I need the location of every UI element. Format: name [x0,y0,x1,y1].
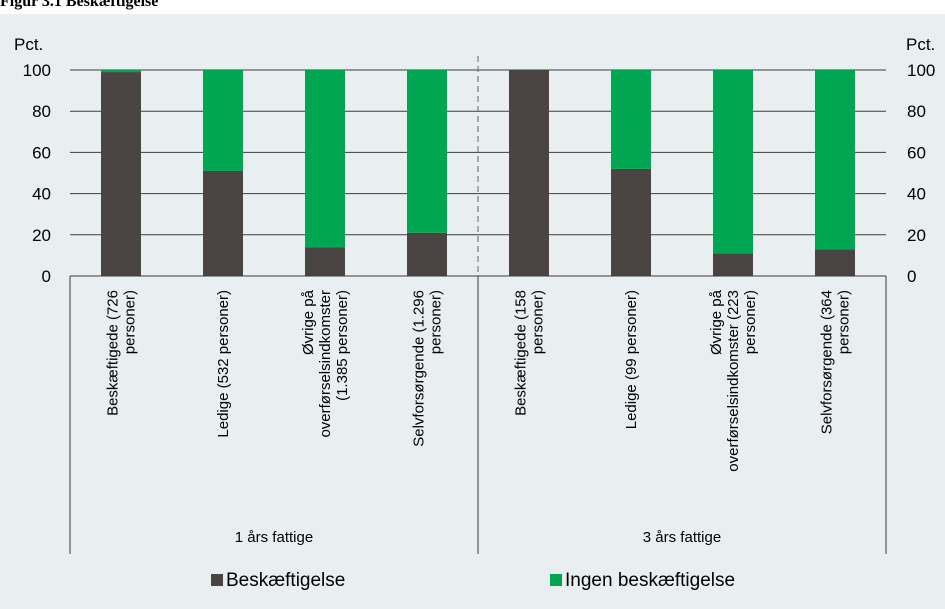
y-tick-right-60: 60 [907,143,926,162]
category-label-2-line-1: Ledige (532 personer) [215,290,232,438]
svg-text:Figur 3.1 Beskæftigelse: Figur 3.1 Beskæftigelse [0,0,158,10]
category-label-5-line-2: personer) [530,290,547,354]
bar-beskaeftigelse-4 [407,232,447,276]
group-label-2: 3 års fattige [643,529,721,546]
category-label-1-line-1: Beskæftigede (726 [105,290,122,416]
y-tick-left-20: 20 [32,226,51,245]
category-label-6: Ledige (99 personer) [623,290,640,429]
bar-beskaeftigelse-2 [203,170,243,276]
bar-beskaeftigelse-8 [815,249,855,276]
y-unit-label-right: Pct. [906,35,935,54]
y-tick-right-20: 20 [907,226,926,245]
bar-beskaeftigelse-5 [509,70,549,276]
category-label-1-line-2: personer) [122,290,139,354]
stacked-bar-chart: 0 0 20 20 40 40 60 60 80 80 100 100 Pct. Pct. Beskæfti… [14,35,935,591]
category-label-6-line-1: Ledige (99 personer) [623,290,640,429]
category-label-4: Selvforsørgende (1.296 personer) [411,290,445,447]
category-label-7-line-1: Øvrige på [708,289,725,355]
category-label-4-line-1: Selvforsørgende (1.296 [411,290,428,447]
category-label-3-line-2: overførselsindkomster [317,290,334,438]
category-label-8-line-1: Selvforsørgende (364 [819,290,836,434]
group-label-1: 1 års fattige [235,529,313,546]
category-label-5-line-1: Beskæftigede (158 [513,290,530,416]
legend-swatch-ingen-beskaeftigelse [550,574,562,586]
legend-swatch-beskaeftigelse [211,574,223,586]
bar-ingen-beskaeftigelse-3 [305,70,345,248]
bar-ingen-beskaeftigelse-7 [713,70,753,254]
y-tick-left-60: 60 [32,143,51,162]
bar-ingen-beskaeftigelse-8 [815,70,855,250]
category-label-3-line-1: Øvrige på [300,289,317,355]
category-label-7-line-2: overførselsindkomster (223 [725,290,742,472]
category-label-3-line-3: (1.385 personer) [334,290,351,401]
category-label-1: Beskæftigede (726 personer) [105,290,139,416]
y-tick-right-100: 100 [907,61,935,80]
bar-ingen-beskaeftigelse-1 [101,70,141,73]
bar-beskaeftigelse-3 [305,247,345,276]
category-label-2: Ledige (532 personer) [215,290,232,438]
category-label-7: Øvrige på overførselsindkomster (223 perso… [708,289,759,471]
category-label-8-line-2: personer) [836,290,853,354]
legend-label-ingen-beskaeftigelse: Ingen beskæftigelse [565,570,735,591]
category-label-3: Øvrige på overførselsindkomster (1.385 per… [300,289,351,437]
y-tick-right-40: 40 [907,185,926,204]
bar-beskaeftigelse-6 [611,168,651,276]
cropped-figure-title: Figur 3.1 Beskæftigelse [0,0,945,14]
bar-beskaeftigelse-1 [101,72,141,276]
bar-ingen-beskaeftigelse-2 [203,70,243,171]
y-tick-right-0: 0 [907,267,916,286]
y-tick-left-100: 100 [23,61,51,80]
bar-ingen-beskaeftigelse-6 [611,70,651,169]
y-tick-left-80: 80 [32,102,51,121]
y-tick-right-80: 80 [907,102,926,121]
category-label-5: Beskæftigede (158 personer) [513,290,547,416]
y-tick-left-0: 0 [42,267,51,286]
chart-panel: 0 0 20 20 40 40 60 60 80 80 100 100 Pct. Pct. Beskæfti… [0,14,945,609]
category-label-4-line-2: personer) [428,290,445,354]
bar-ingen-beskaeftigelse-4 [407,70,447,233]
category-label-7-line-3: personer) [742,290,759,354]
category-label-8: Selvforsørgende (364 personer) [819,290,853,434]
bar-beskaeftigelse-7 [713,253,753,276]
y-unit-label-left: Pct. [14,35,43,54]
legend-label-beskaeftigelse: Beskæftigelse [226,570,345,591]
y-tick-left-40: 40 [32,185,51,204]
